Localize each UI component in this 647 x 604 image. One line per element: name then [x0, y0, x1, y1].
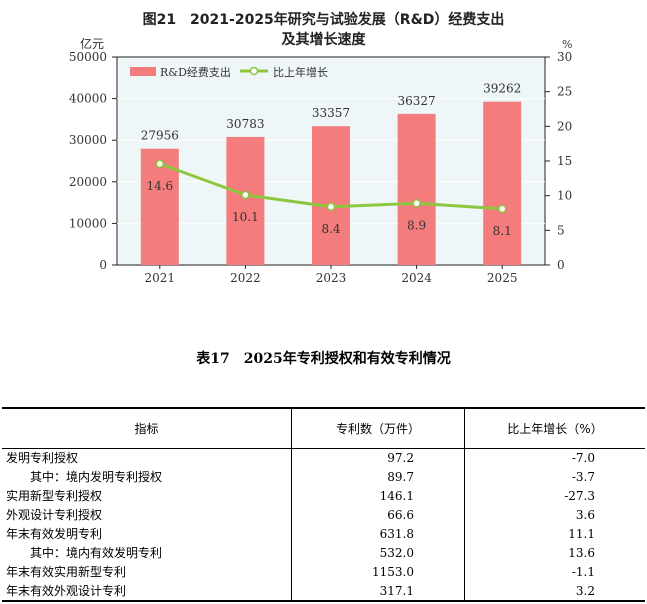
growth-point — [412, 199, 421, 208]
bar-value-label: 33357 — [312, 106, 350, 120]
bar-value-label: 30783 — [226, 117, 264, 131]
left-tick-label: 30000 — [69, 133, 107, 147]
row-count: 631.8 — [291, 524, 465, 544]
right-tick-label: 5 — [557, 223, 565, 237]
bar — [226, 136, 265, 265]
legend-bar-label: R&D经费支出 — [160, 65, 231, 79]
row-count: 1153.0 — [291, 562, 465, 582]
left-tick-label: 0 — [99, 258, 107, 272]
table-row: 其中：境内发明专利授权 89.7 -3.7 — [2, 467, 645, 487]
row-growth: -7.0 — [464, 448, 645, 468]
left-axis-unit: 亿元 — [80, 36, 104, 51]
row-growth: 3.6 — [464, 505, 645, 525]
bar — [312, 126, 350, 265]
growth-value-label: 8.9 — [407, 218, 426, 232]
table-row: 外观设计专利授权 66.6 3.6 — [2, 505, 645, 525]
chart-title-line1: 图21 2021-2025年研究与试验发展（R&D）经费支出 — [142, 12, 505, 28]
left-tick-label: 10000 — [69, 216, 107, 230]
table-row: 其中：境内有效发明专利 532.0 13.6 — [2, 543, 645, 563]
row-count: 66.6 — [291, 505, 465, 525]
row-growth: -1.1 — [464, 562, 645, 582]
chart-title-line2: 及其增长速度 — [281, 32, 366, 48]
growth-point — [497, 204, 507, 214]
bar-value-label: 36327 — [398, 94, 436, 108]
right-tick-label: 25 — [557, 85, 572, 99]
growth-point — [241, 190, 250, 200]
bar — [483, 101, 522, 266]
row-growth: -27.3 — [464, 486, 645, 506]
growth-value-label: 10.1 — [232, 210, 259, 224]
header-growth: 比上年增长（%） — [464, 408, 645, 449]
right-tick-label: 20 — [557, 119, 572, 133]
legend-line-marker — [249, 66, 259, 76]
row-label: 外观设计专利授权 — [6, 508, 103, 523]
right-tick-label: 10 — [557, 189, 572, 203]
row-count: 89.7 — [291, 467, 465, 487]
legend: R&D经费支出 比上年增长 — [130, 65, 328, 79]
row-label: 其中：境内有效发明专利 — [30, 545, 163, 560]
growth-value-label: 8.1 — [493, 224, 512, 238]
table-row: 发明专利授权 97.2 -7.0 — [2, 448, 645, 468]
row-label: 年末有效外观设计专利 — [6, 583, 127, 598]
left-tick-label: 50000 — [69, 50, 107, 64]
rd-expenditure-chart: 亿元 % 27956 30783 33357 36327 39262 14.6 10.1 8.… — [69, 36, 573, 285]
left-tick-label: 20000 — [69, 175, 107, 189]
right-tick-label: 30 — [557, 50, 572, 64]
table-row: 实用新型专利授权 146.1 -27.3 — [2, 486, 645, 506]
right-tick-label: 15 — [557, 154, 572, 168]
row-growth: 11.1 — [464, 524, 645, 544]
row-count: 146.1 — [291, 486, 465, 506]
row-count: 532.0 — [291, 543, 465, 563]
x-tick-label: 2021 — [145, 271, 176, 285]
right-tick-label: 0 — [557, 258, 565, 272]
growth-point — [155, 159, 165, 169]
legend-line-label: 比上年增长 — [273, 65, 328, 79]
legend-bar-swatch — [130, 67, 156, 76]
header-count: 专利数（万件） — [291, 408, 465, 449]
table-row: 年末有效发明专利 631.8 11.1 — [2, 524, 645, 544]
growth-point — [326, 202, 336, 212]
x-tick-label: 2022 — [230, 271, 261, 285]
table-title: 表17 2025年专利授权和有效专利情况 — [196, 351, 451, 367]
bar-value-label: 27956 — [141, 129, 179, 143]
bar — [397, 113, 436, 266]
x-tick-label: 2024 — [401, 271, 432, 285]
patent-table: 指标 专利数（万件） 比上年增长（%） 发明专利授权 97.2 -7.0 其中：境内发… — [2, 407, 645, 603]
header-indicator: 指标 — [2, 408, 292, 449]
growth-value-label: 14.6 — [146, 179, 173, 193]
row-label: 发明专利授权 — [6, 451, 79, 466]
growth-value-label: 8.4 — [321, 222, 340, 236]
row-count: 97.2 — [291, 448, 465, 468]
x-tick-label: 2023 — [316, 271, 347, 285]
x-tick-label: 2025 — [487, 271, 518, 285]
row-count: 317.1 — [291, 581, 465, 602]
row-growth: 13.6 — [464, 543, 645, 563]
row-label: 实用新型专利授权 — [6, 489, 103, 504]
left-tick-label: 40000 — [69, 92, 107, 106]
row-growth: 3.2 — [464, 581, 645, 602]
row-label: 年末有效实用新型专利 — [6, 564, 127, 579]
row-growth: -3.7 — [464, 467, 645, 487]
bar-value-label: 39262 — [483, 82, 521, 96]
row-label: 年末有效发明专利 — [6, 527, 103, 541]
table-row: 年末有效实用新型专利 1153.0 -1.1 — [2, 562, 645, 582]
table-row: 年末有效外观设计专利 317.1 3.2 — [2, 581, 645, 602]
right-axis-unit: % — [562, 38, 572, 51]
row-label: 其中：境内发明专利授权 — [30, 470, 163, 485]
